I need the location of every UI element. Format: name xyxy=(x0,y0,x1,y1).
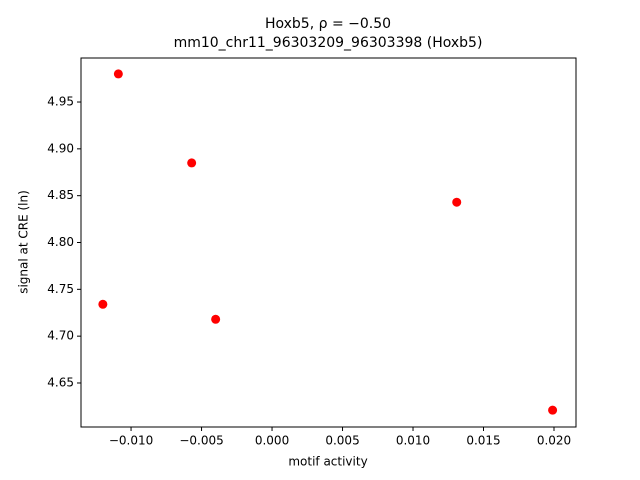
x-axis-label: motif activity xyxy=(288,455,367,469)
y-tick-label: 4.75 xyxy=(47,282,74,296)
data-point xyxy=(452,197,462,207)
chart-title: Hoxb5, ρ = −0.50 xyxy=(265,16,391,32)
data-point xyxy=(187,158,197,168)
chart-subtitle: mm10_chr11_96303209_96303398 (Hoxb5) xyxy=(174,35,483,51)
data-point xyxy=(211,314,221,324)
x-tick-label: 0.015 xyxy=(466,434,500,448)
x-tick-label: 0.010 xyxy=(396,434,430,448)
y-tick-label: 4.95 xyxy=(47,95,74,109)
x-tick-label: 0.005 xyxy=(325,434,359,448)
x-tick-label: −0.005 xyxy=(179,434,223,448)
x-tick-label: 0.000 xyxy=(255,434,289,448)
y-tick-label: 4.70 xyxy=(47,329,74,343)
y-tick-label: 4.80 xyxy=(47,235,74,249)
y-axis-label: signal at CRE (ln) xyxy=(17,190,31,294)
data-point xyxy=(98,299,108,309)
y-tick-label: 4.65 xyxy=(47,375,74,389)
x-tick-label: −0.010 xyxy=(109,434,153,448)
data-point xyxy=(113,69,123,79)
data-point xyxy=(548,405,558,415)
y-tick-label: 4.85 xyxy=(47,188,74,202)
y-tick-label: 4.90 xyxy=(47,141,74,155)
x-tick-label: 0.020 xyxy=(537,434,571,448)
